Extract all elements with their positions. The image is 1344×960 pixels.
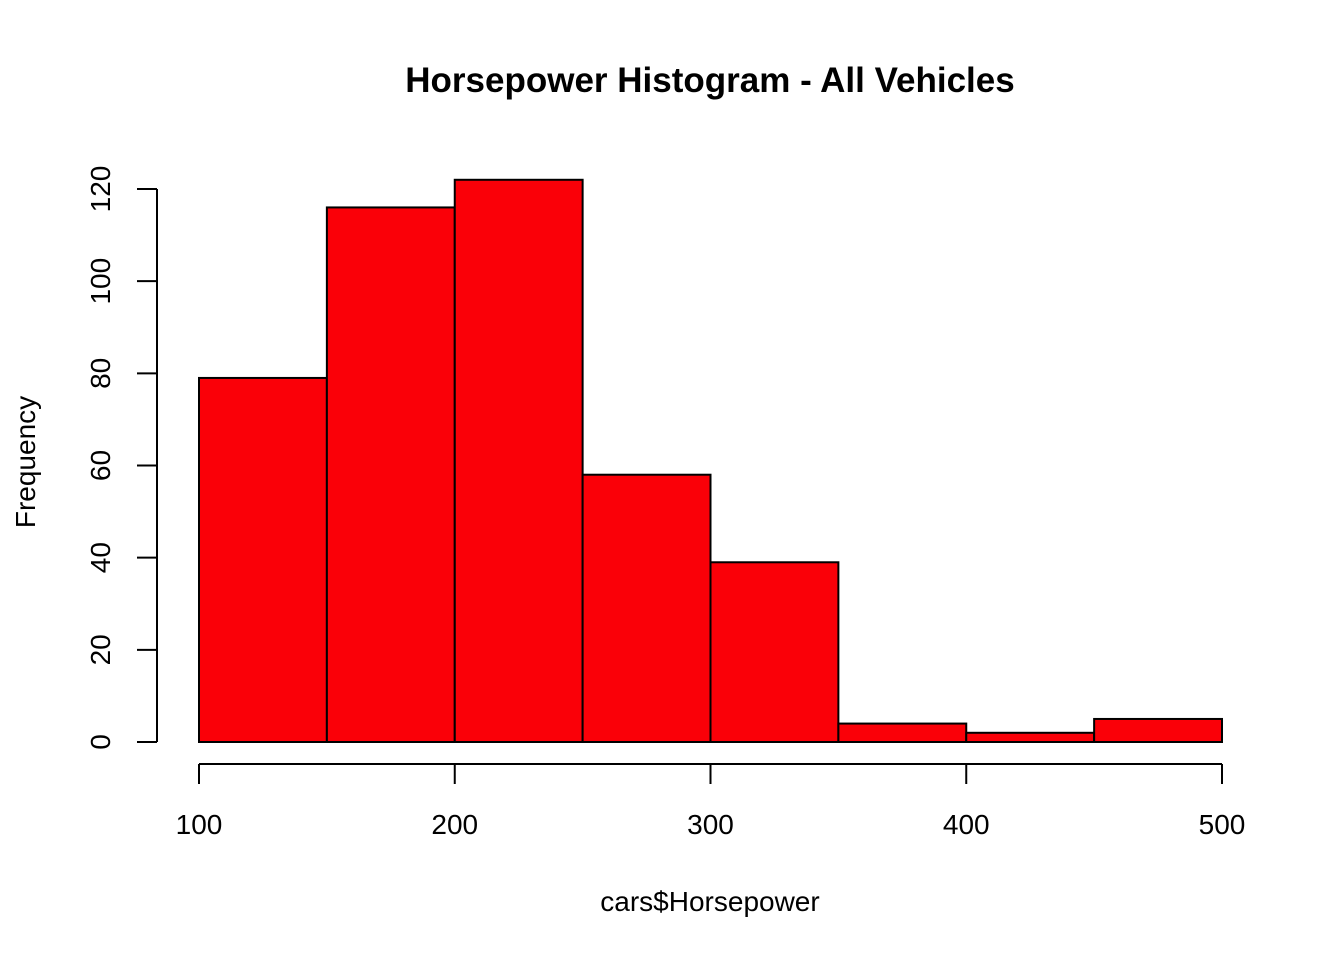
histogram-bar-3	[453, 178, 584, 744]
x-tick-label: 200	[431, 809, 478, 840]
x-tick-label: 500	[1199, 809, 1246, 840]
histogram-bar-5	[709, 561, 840, 744]
y-tick-label: 0	[85, 734, 116, 750]
y-axis-label: Frequency	[10, 396, 41, 528]
y-tick-label: 20	[85, 634, 116, 665]
histogram-bar-7	[965, 731, 1096, 743]
x-tick-label: 300	[687, 809, 734, 840]
y-tick-label: 100	[85, 258, 116, 305]
y-tick-label: 60	[85, 450, 116, 481]
y-tick-label: 120	[85, 166, 116, 213]
x-axis-label: cars$Horsepower	[600, 886, 819, 917]
chart-title: Horsepower Histogram - All Vehicles	[405, 61, 1014, 100]
y-axis: 0 20 40 60 80 100 120	[85, 166, 158, 750]
histogram-bar-2	[325, 206, 456, 743]
x-axis: 100 200 300 400 500	[176, 763, 1246, 840]
x-tick-label: 100	[176, 809, 223, 840]
histogram-bar-6	[837, 722, 968, 743]
histogram-bar-1	[198, 376, 328, 743]
y-tick-label: 80	[85, 358, 116, 389]
histogram-bar-4	[581, 473, 712, 743]
x-tick-label: 400	[943, 809, 990, 840]
histogram-bar-8	[1093, 717, 1223, 743]
y-tick-label: 40	[85, 542, 116, 573]
bars-group	[198, 178, 1223, 744]
